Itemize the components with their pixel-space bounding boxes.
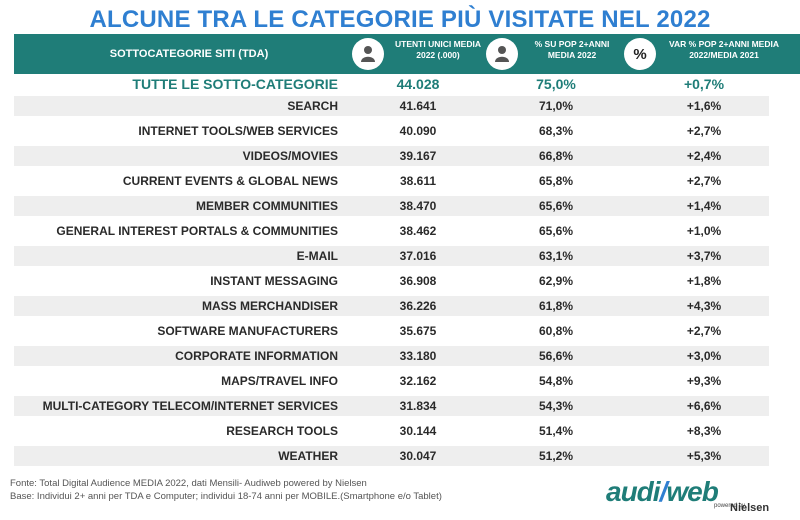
row-name: WEATHER: [278, 449, 338, 463]
audiweb-logo: audi/web powered by Nielsen: [606, 476, 786, 516]
table-row: WEATHER 30.047 51,2% +5,3%: [14, 446, 769, 466]
table-row: INTERNET TOOLS/WEB SERVICES 40.090 68,3%…: [14, 121, 769, 141]
row-var: +1,0%: [686, 224, 722, 238]
row-pop: 68,3%: [538, 124, 574, 138]
row-utenti: 37.016: [399, 249, 437, 263]
footer-base: Base: Individui 2+ anni per TDA e Comput…: [10, 491, 442, 502]
logo-main-a: audi: [606, 476, 661, 507]
row-utenti: 38.470: [399, 199, 437, 213]
row-var: +6,6%: [686, 399, 722, 413]
row-pop: 66,8%: [538, 149, 574, 163]
row-pop: 75,0%: [536, 76, 576, 92]
row-utenti: 40.090: [399, 124, 437, 138]
row-utenti: 30.144: [399, 424, 437, 438]
table-row: SEARCH 41.641 71,0% +1,6%: [14, 96, 769, 116]
row-name: INSTANT MESSAGING: [210, 274, 338, 288]
row-name: SEARCH: [287, 99, 338, 113]
row-name: RESEARCH TOOLS: [226, 424, 338, 438]
row-utenti: 33.180: [399, 349, 437, 363]
row-var: +3,7%: [686, 249, 722, 263]
row-var: +1,6%: [686, 99, 722, 113]
header-utenti: UTENTI UNICI MEDIA 2022 (.000): [395, 39, 481, 60]
row-name: TUTTE LE SOTTO-CATEGORIE: [132, 76, 338, 92]
row-utenti: 32.162: [399, 374, 437, 388]
table-row: VIDEOS/MOVIES 39.167 66,8% +2,4%: [14, 146, 769, 166]
row-utenti: 31.834: [399, 399, 437, 413]
table-row: MEMBER COMMUNITIES 38.470 65,6% +1,4%: [14, 196, 769, 216]
row-name: VIDEOS/MOVIES: [242, 149, 338, 163]
row-pop: 65,8%: [538, 174, 574, 188]
table-row: E-MAIL 37.016 63,1% +3,7%: [14, 246, 769, 266]
row-var: +5,3%: [686, 449, 722, 463]
table-row: GENERAL INTEREST PORTALS & COMMUNITIES 3…: [14, 221, 769, 241]
table-row-total: TUTTE LE SOTTO-CATEGORIE 44.028 75,0% +0…: [14, 74, 769, 94]
row-name: MULTI-CATEGORY TELECOM/INTERNET SERVICES: [42, 399, 338, 413]
row-utenti: 38.462: [399, 224, 437, 238]
table-row: SOFTWARE MANUFACTURERS 35.675 60,8% +2,7…: [14, 321, 769, 341]
row-utenti: 38.611: [399, 174, 437, 188]
row-var: +1,4%: [686, 199, 722, 213]
row-utenti: 44.028: [396, 76, 440, 92]
table-row: INSTANT MESSAGING 36.908 62,9% +1,8%: [14, 271, 769, 291]
row-utenti: 41.641: [399, 99, 437, 113]
page-title: ALCUNE TRA LE CATEGORIE PIÙ VISITATE NEL…: [89, 6, 711, 33]
row-var: +3,0%: [686, 349, 722, 363]
row-var: +2,7%: [686, 324, 722, 338]
row-pop: 60,8%: [538, 324, 574, 338]
row-pop: 62,9%: [538, 274, 574, 288]
row-var: +9,3%: [686, 374, 722, 388]
percent-icon: %: [624, 38, 656, 70]
footer-fonte: Fonte: Total Digital Audience MEDIA 2022…: [10, 478, 367, 489]
row-var: +1,8%: [686, 274, 722, 288]
percent-symbol: %: [633, 45, 647, 63]
person-icon: [486, 38, 518, 70]
row-utenti: 39.167: [399, 149, 437, 163]
row-pop: 54,3%: [538, 399, 574, 413]
row-pop: 56,6%: [538, 349, 574, 363]
row-name: GENERAL INTEREST PORTALS & COMMUNITIES: [56, 224, 338, 238]
row-name: CORPORATE INFORMATION: [175, 349, 338, 363]
row-pop: 65,6%: [538, 224, 574, 238]
logo-slash: /: [659, 476, 668, 507]
row-utenti: 36.908: [399, 274, 437, 288]
row-name: MEMBER COMMUNITIES: [196, 199, 338, 213]
row-pop: 51,2%: [538, 449, 574, 463]
row-pop: 63,1%: [538, 249, 574, 263]
table-row: MASS MERCHANDISER 36.226 61,8% +4,3%: [14, 296, 769, 316]
row-name: E-MAIL: [296, 249, 338, 263]
row-name: CURRENT EVENTS & GLOBAL NEWS: [122, 174, 338, 188]
row-pop: 71,0%: [538, 99, 574, 113]
row-var: +8,3%: [686, 424, 722, 438]
row-var: +0,7%: [683, 76, 725, 92]
row-var: +2,7%: [686, 124, 722, 138]
row-pop: 65,6%: [538, 199, 574, 213]
row-name: SOFTWARE MANUFACTURERS: [157, 324, 338, 338]
table-header: SOTTOCATEGORIE SITI (TDA) UTENTI UNICI M…: [14, 34, 800, 74]
row-name: INTERNET TOOLS/WEB SERVICES: [138, 124, 338, 138]
table-row: RESEARCH TOOLS 30.144 51,4% +8,3%: [14, 421, 769, 441]
row-utenti: 30.047: [399, 449, 437, 463]
logo-powered: powered by: [714, 503, 746, 509]
logo-main-b: web: [666, 476, 718, 507]
row-utenti: 35.675: [399, 324, 437, 338]
row-var: +2,4%: [686, 149, 722, 163]
person-icon: [352, 38, 384, 70]
table-row: CORPORATE INFORMATION 33.180 56,6% +3,0%: [14, 346, 769, 366]
header-pop: % SU POP 2+ANNI MEDIA 2022: [534, 39, 610, 60]
row-name: MASS MERCHANDISER: [201, 299, 338, 313]
row-name: MAPS/TRAVEL INFO: [221, 374, 338, 388]
logo-nielsen: Nielsen: [730, 502, 770, 514]
table-row: CURRENT EVENTS & GLOBAL NEWS 38.611 65,8…: [14, 171, 769, 191]
table-row: MULTI-CATEGORY TELECOM/INTERNET SERVICES…: [14, 396, 769, 416]
row-utenti: 36.226: [399, 299, 437, 313]
header-sottocategorie: SOTTOCATEGORIE SITI (TDA): [109, 48, 269, 60]
row-pop: 51,4%: [538, 424, 574, 438]
row-pop: 61,8%: [538, 299, 574, 313]
table-row: MAPS/TRAVEL INFO 32.162 54,8% +9,3%: [14, 371, 769, 391]
row-var: +2,7%: [686, 174, 722, 188]
row-pop: 54,8%: [538, 374, 574, 388]
row-var: +4,3%: [686, 299, 722, 313]
header-var: VAR % POP 2+ANNI MEDIA 2022/MEDIA 2021: [669, 39, 779, 60]
